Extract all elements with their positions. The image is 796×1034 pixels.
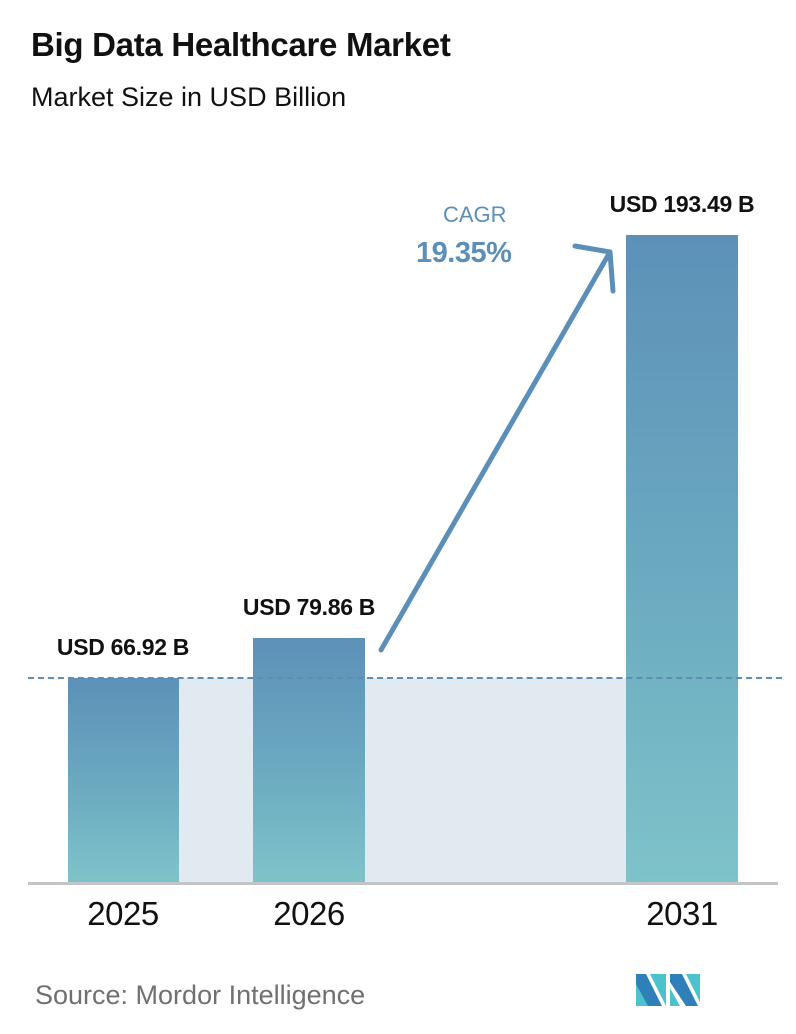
x-label-2025: 2025 [87, 895, 159, 932]
x-axis-baseline [28, 882, 778, 885]
value-label-2031: USD 193.49 B [609, 191, 755, 217]
cagr-label: CAGR [443, 202, 507, 227]
value-label-2026: USD 79.86 B [242, 594, 376, 620]
mordor-intelligence-logo-icon [636, 974, 700, 1006]
chart-subtitle: Market Size in USD Billion [31, 82, 347, 112]
value-label-2025: USD 66.92 B [56, 634, 190, 660]
source-text: Source: Mordor Intelligence [35, 980, 366, 1010]
bar-2031 [626, 235, 738, 883]
x-label-2031: 2031 [646, 895, 718, 932]
chart-title: Big Data Healthcare Market [31, 26, 451, 63]
reference-dashed-line [28, 677, 782, 679]
cagr-value: 19.35% [416, 237, 512, 269]
x-label-2026: 2026 [273, 895, 345, 932]
bar-2025 [68, 678, 179, 883]
